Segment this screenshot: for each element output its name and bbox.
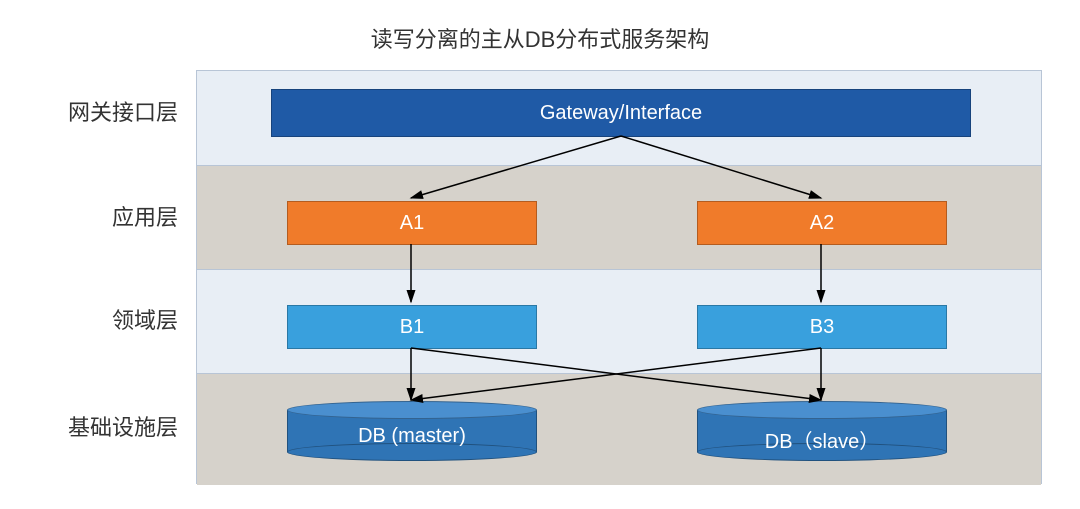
diagram-title: 读写分离的主从DB分布式服务架构 bbox=[0, 22, 1080, 54]
layer-label-app: 应用层 bbox=[48, 200, 178, 232]
node-dbs: DB（slave） bbox=[697, 401, 947, 461]
node-label-dbs: DB（slave） bbox=[697, 425, 947, 454]
node-label-dbm: DB (master) bbox=[287, 425, 537, 448]
node-gw: Gateway/Interface bbox=[271, 89, 971, 137]
layers-container: Gateway/Interface A1 A2 B1 B3 DB (master) DB（s… bbox=[196, 70, 1042, 484]
layer-label-domain: 领域层 bbox=[48, 303, 178, 335]
node-a1: A1 bbox=[287, 201, 537, 245]
node-b1: B1 bbox=[287, 305, 537, 349]
node-a2: A2 bbox=[697, 201, 947, 245]
layer-label-gateway: 网关接口层 bbox=[48, 95, 178, 127]
node-b3: B3 bbox=[697, 305, 947, 349]
node-dbm: DB (master) bbox=[287, 401, 537, 461]
layer-label-infra: 基础设施层 bbox=[48, 410, 178, 442]
